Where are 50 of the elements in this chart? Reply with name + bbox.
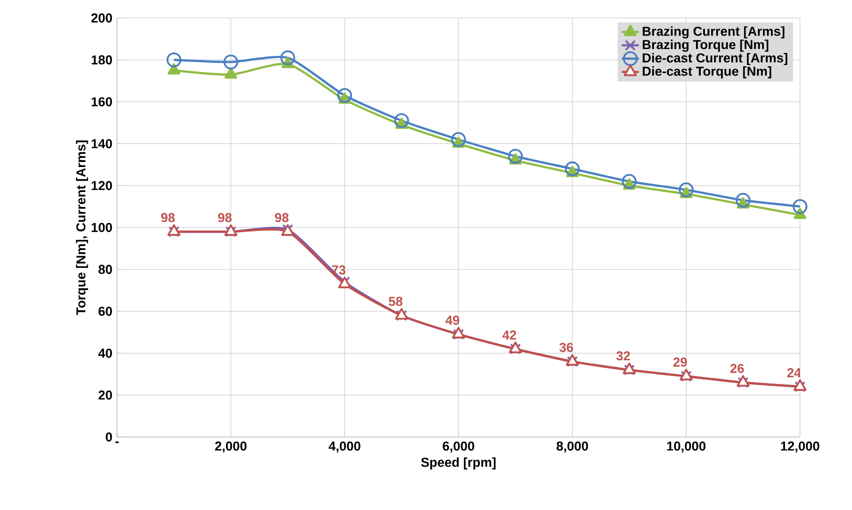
data-label: 98: [161, 212, 175, 222]
y-tick-label: 60: [98, 306, 112, 316]
point: [280, 50, 296, 66]
data-label: 49: [446, 316, 460, 325]
y-tick-label: 180: [92, 55, 112, 64]
y-tick-label: 200: [91, 13, 112, 23]
y-tick-label: 100: [92, 222, 112, 232]
x-tick-label: -: [115, 442, 119, 444]
point: [736, 192, 750, 208]
legend-label: Brazing Torque [Nm]: [642, 40, 768, 52]
data-label: 98: [218, 212, 232, 222]
point: [508, 148, 523, 164]
legend-label: Die-cast Current [Arms]: [642, 52, 788, 66]
x-tick-label: 6,000: [442, 441, 474, 453]
x-tick-label: 8,000: [556, 441, 588, 453]
y-tick-label: 120: [92, 181, 112, 190]
point: [223, 54, 238, 70]
point: [168, 63, 180, 74]
data-label: 36: [559, 342, 574, 352]
y-axis-title: Torque [Nm], Current [Arms]: [76, 140, 88, 316]
data-label: 32: [616, 351, 630, 360]
data-label: 42: [502, 330, 516, 340]
point: [622, 174, 637, 189]
point: [678, 182, 694, 198]
data-label: 29: [673, 358, 687, 367]
x-tick-label: 12,000: [781, 441, 820, 453]
y-tick-label: 20: [98, 390, 112, 400]
data-label: 58: [388, 296, 402, 306]
y-tick-label: 0: [106, 432, 112, 442]
x-tick-label: 10,000: [667, 441, 706, 453]
point: [451, 132, 466, 147]
point: [394, 113, 409, 128]
legend-label: Die-cast Torque [Nm]: [642, 66, 772, 78]
data-label: 73: [332, 265, 346, 275]
data-label: 24: [787, 368, 802, 378]
y-tick-label: 160: [92, 97, 112, 106]
legend-label: Brazing Current [Arms]: [642, 26, 784, 38]
point: [224, 67, 238, 79]
point: [564, 161, 580, 176]
point: [337, 88, 352, 103]
y-tick-label: 80: [98, 264, 112, 274]
y-tick-label: 140: [92, 139, 112, 148]
x-tick-label: 2,000: [215, 441, 247, 453]
x-axis-title: Speed [rpm]: [421, 457, 496, 470]
point: [792, 199, 808, 214]
point: [166, 52, 182, 68]
data-label: 98: [275, 212, 289, 222]
y-tick-label: 40: [98, 348, 112, 358]
x-tick-label: 4,000: [328, 441, 360, 453]
data-label: 26: [730, 364, 744, 373]
